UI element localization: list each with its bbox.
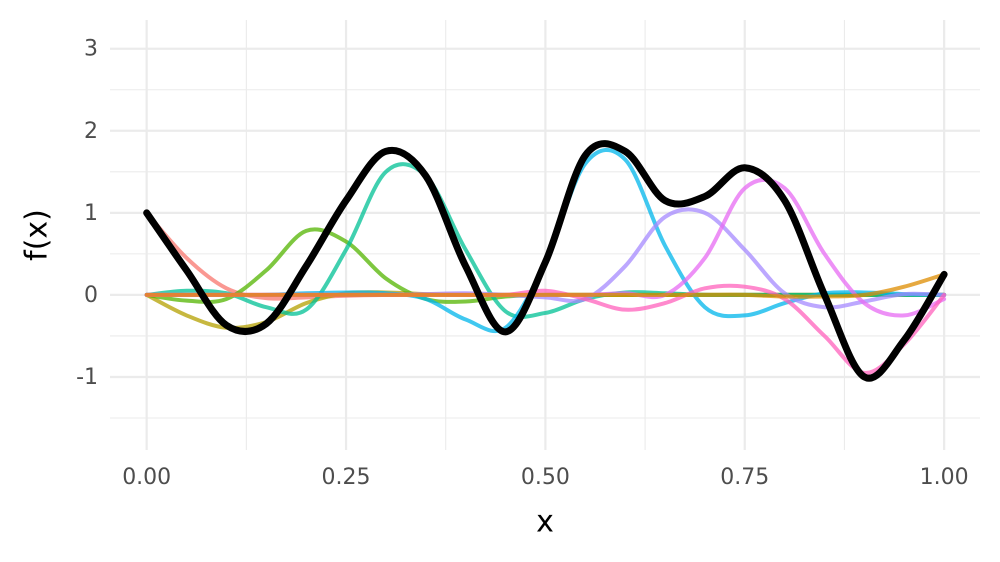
x-tick-label: 1.00	[920, 465, 969, 490]
series-line	[144, 272, 947, 299]
y-tick-label: 2	[84, 119, 98, 144]
y-tick-label: 0	[84, 283, 98, 308]
y-tick-label: -1	[76, 365, 98, 390]
lines	[143, 140, 948, 382]
x-tick-label: 0.25	[322, 465, 371, 490]
x-tick-label: 0.50	[521, 465, 570, 490]
y-tick-label: 1	[84, 201, 98, 226]
total-line	[143, 140, 948, 382]
x-axis-title: x	[536, 505, 554, 540]
x-tick-label: 0.75	[720, 465, 769, 490]
x-tick-label: 0.00	[122, 465, 171, 490]
y-tick-label: 3	[84, 37, 98, 62]
y-axis-title: f(x)	[20, 209, 55, 261]
grid	[110, 20, 980, 450]
